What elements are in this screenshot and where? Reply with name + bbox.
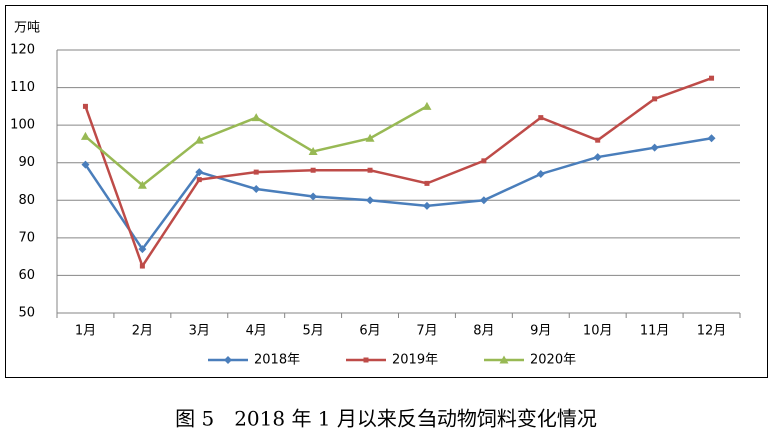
marker <box>593 153 602 162</box>
x-tick-label: 5月 <box>302 324 323 339</box>
marker <box>650 143 659 152</box>
marker <box>82 103 88 109</box>
x-tick-label: 9月 <box>530 324 551 339</box>
marker <box>309 192 318 201</box>
marker <box>251 113 261 122</box>
marker <box>308 146 318 155</box>
y-tick-label: 90 <box>18 155 35 170</box>
y-tick-label: 70 <box>18 230 35 245</box>
marker <box>479 196 488 205</box>
marker <box>138 245 147 254</box>
marker <box>196 177 202 183</box>
marker <box>538 115 544 121</box>
marker <box>536 169 545 178</box>
marker <box>252 185 261 194</box>
x-tick-label: 2月 <box>132 324 153 339</box>
marker <box>253 169 259 175</box>
marker <box>422 201 431 210</box>
legend-label: 2018年 <box>254 353 300 368</box>
y-tick-label: 50 <box>18 306 35 321</box>
marker <box>80 131 90 140</box>
marker <box>595 137 601 143</box>
marker <box>424 180 430 186</box>
chart-frame <box>5 5 768 378</box>
x-tick-label: 12月 <box>697 324 727 339</box>
marker <box>195 168 204 177</box>
caption: 图 5 2018 年 1 月以来反刍动物饲料变化情况 <box>175 407 597 431</box>
marker <box>310 167 316 173</box>
y-tick-label: 80 <box>18 193 35 208</box>
x-tick-label: 3月 <box>189 324 210 339</box>
x-tick-label: 10月 <box>583 324 613 339</box>
marker <box>363 357 369 363</box>
marker <box>707 134 716 143</box>
y-axis-label: 万吨 <box>14 21 40 36</box>
marker <box>139 263 145 269</box>
marker <box>422 101 432 110</box>
marker <box>366 196 375 205</box>
marker <box>652 96 658 102</box>
x-tick-label: 11月 <box>640 324 670 339</box>
y-tick-label: 60 <box>18 268 35 283</box>
legend-label: 2020年 <box>530 353 576 368</box>
x-tick-label: 7月 <box>416 324 437 339</box>
series-line <box>84 77 712 269</box>
marker <box>194 135 204 144</box>
marker <box>367 167 373 173</box>
y-tick-label: 100 <box>10 118 35 133</box>
y-tick-label: 120 <box>10 43 35 58</box>
series-line <box>84 137 712 252</box>
legend-label: 2019年 <box>392 353 438 368</box>
marker <box>81 160 90 169</box>
marker <box>224 356 232 364</box>
marker <box>499 355 509 364</box>
y-tick-label: 110 <box>10 80 35 95</box>
marker <box>137 180 147 189</box>
x-tick-label: 4月 <box>246 324 267 339</box>
x-tick-label: 8月 <box>473 324 494 339</box>
marker <box>365 133 375 142</box>
marker <box>709 75 715 81</box>
marker <box>481 158 487 164</box>
x-tick-label: 6月 <box>359 324 380 339</box>
x-tick-label: 1月 <box>75 324 96 339</box>
